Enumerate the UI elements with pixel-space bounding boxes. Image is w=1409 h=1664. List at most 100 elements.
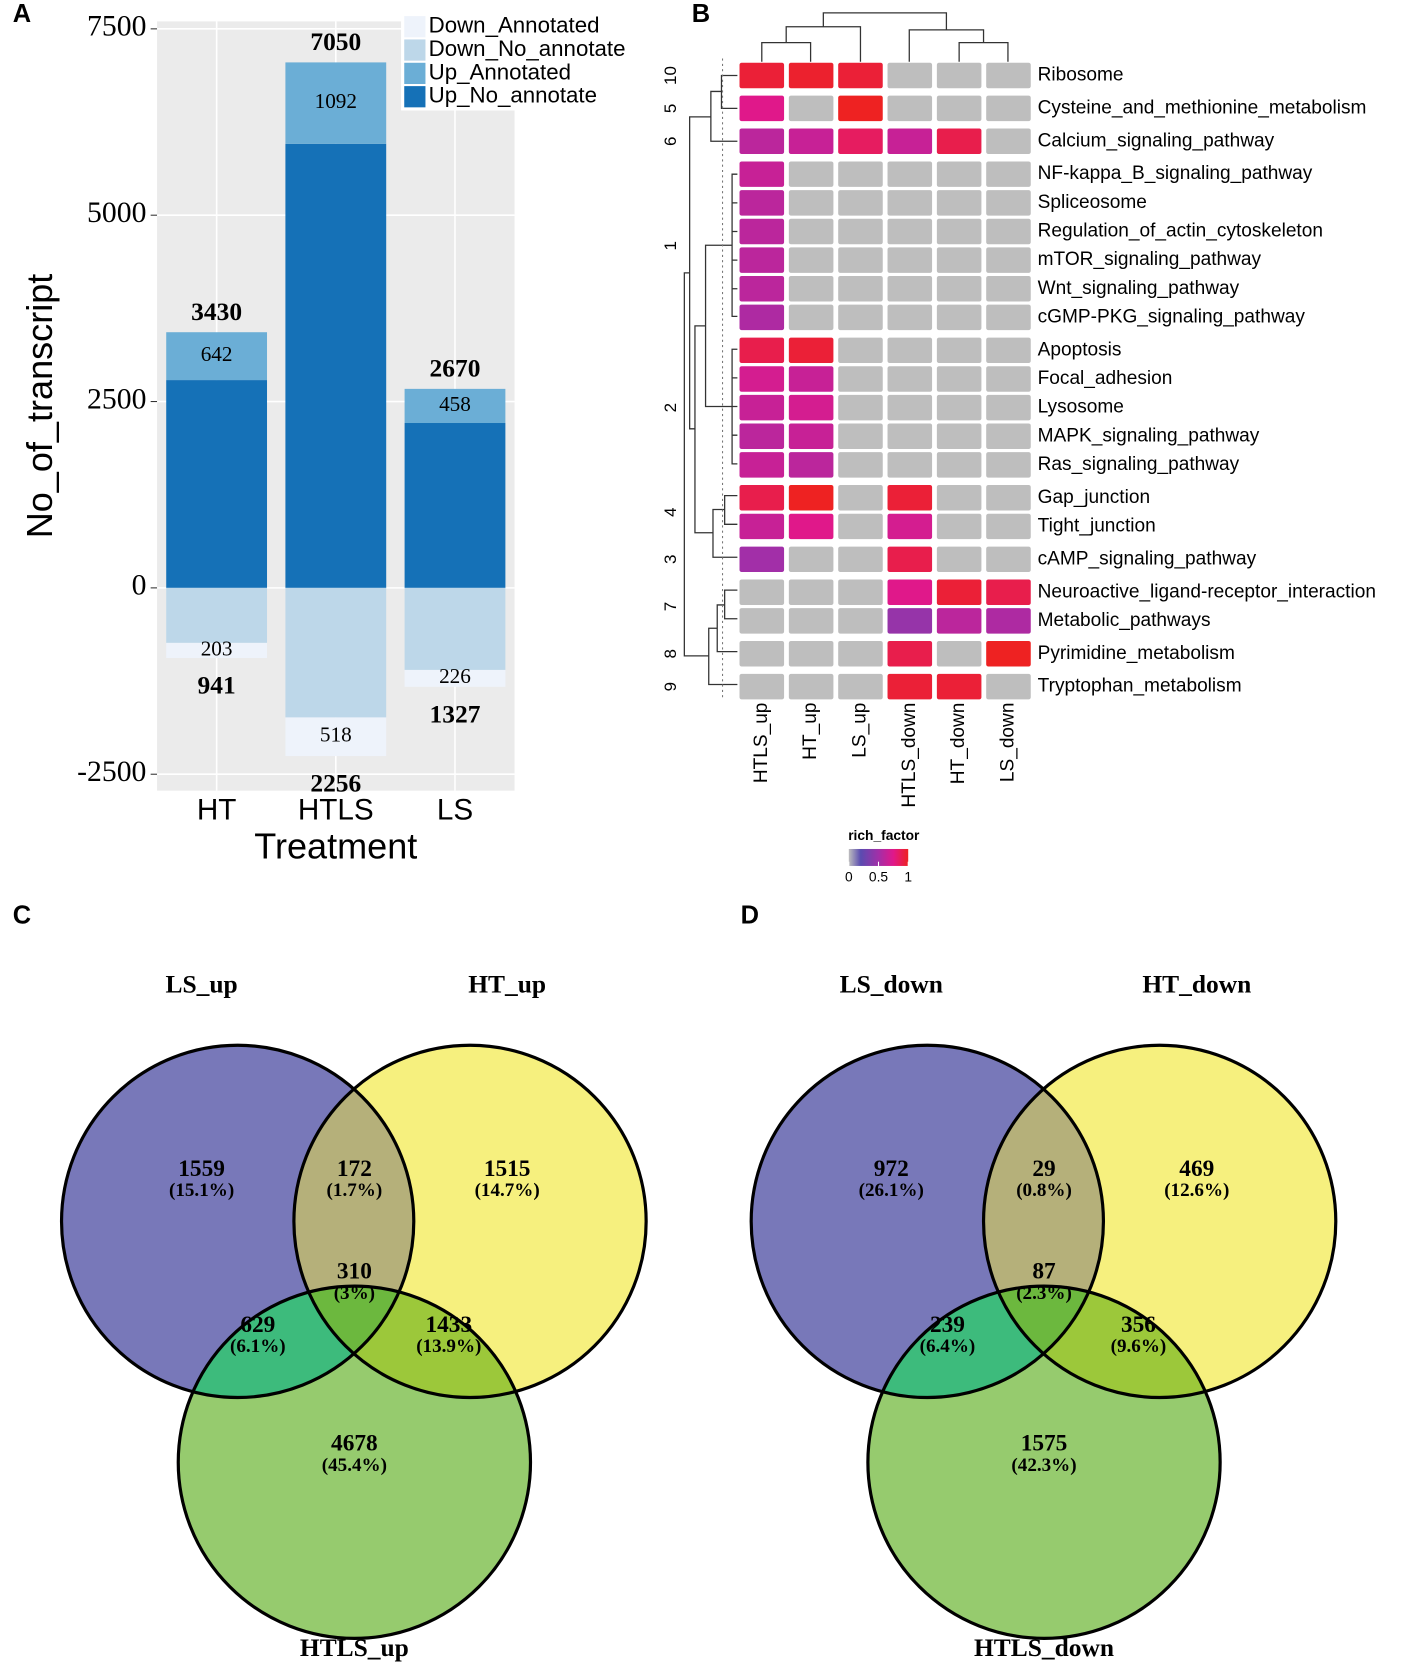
- heatmap-cell: [739, 218, 785, 245]
- colorbar-title: rich_factor: [848, 828, 920, 843]
- heatmap-cell: [739, 62, 785, 89]
- set-label: LS_up: [166, 970, 238, 999]
- heatmap-cell: [788, 337, 834, 364]
- heatmap-cell: [986, 673, 1031, 700]
- legend-label: Down_No_annotate: [429, 36, 626, 61]
- heatmap-cell: [739, 608, 785, 634]
- legend-label: Up_No_annotate: [429, 83, 597, 108]
- heatmap-cell: [788, 452, 834, 478]
- total-label: 2256: [310, 769, 361, 798]
- panel-label: A: [13, 0, 31, 28]
- heatmap-cell: [739, 394, 785, 421]
- heatmap-cell: [936, 673, 982, 700]
- colorbar-tick-label: 1: [904, 869, 912, 884]
- row-label: MAPK_signaling_pathway: [1038, 425, 1260, 446]
- heatmap-cell: [838, 641, 883, 667]
- heatmap-cell: [838, 276, 883, 302]
- heatmap-cell: [887, 641, 933, 667]
- row-group-label: 5: [661, 104, 680, 113]
- row-label: Focal_adhesion: [1038, 368, 1173, 389]
- colorbar-tick-label: 0: [845, 869, 853, 884]
- bar-segment: [166, 587, 268, 643]
- heatmap-cell: [887, 337, 933, 364]
- set-outline: [749, 1043, 1106, 1400]
- y-tick-label: 2500: [87, 383, 146, 415]
- heatmap-cell: [788, 218, 834, 245]
- heatmap-cell: [936, 304, 982, 331]
- row-label: Tryptophan_metabolism: [1038, 676, 1242, 697]
- heatmap-cell: [887, 579, 933, 605]
- heatmap-cell: [936, 641, 982, 667]
- segment-label: 458: [439, 392, 471, 416]
- set-outline: [176, 1284, 533, 1640]
- legend-swatch: [404, 86, 426, 108]
- heatmap-cell: [887, 190, 933, 216]
- region-percent: (3%): [334, 1283, 375, 1304]
- heatmap-cell: [838, 128, 883, 155]
- heatmap-cell: [788, 366, 834, 392]
- heatmap-cell: [986, 247, 1031, 273]
- heatmap-cell: [936, 62, 982, 89]
- row-label: Ribosome: [1038, 65, 1124, 86]
- row-label: Ras_signaling_pathway: [1038, 454, 1240, 475]
- heatmap-cell: [838, 161, 883, 187]
- heatmap-cell: [986, 513, 1031, 540]
- heatmap-cell: [936, 546, 982, 573]
- heatmap-cell: [838, 673, 883, 700]
- heatmap-cell: [838, 366, 883, 392]
- heatmap-cell: [936, 423, 982, 449]
- heatmap-cell: [739, 485, 785, 511]
- region-count: 29: [1032, 1156, 1055, 1182]
- bar-segment: [285, 62, 387, 144]
- heatmap-cell: [936, 128, 982, 155]
- region-percent: (14.7%): [475, 1180, 540, 1201]
- heatmap-cell: [788, 190, 834, 216]
- column-label: HTLS_up: [751, 703, 772, 784]
- row-label: Gap_junction: [1038, 487, 1150, 508]
- heatmap-cell: [838, 579, 883, 605]
- heatmap-cell: [887, 452, 933, 478]
- heatmap-cell: [986, 641, 1031, 667]
- region-count: 172: [337, 1156, 372, 1182]
- region-percent: (42.3%): [1011, 1455, 1076, 1476]
- heatmap-cell: [887, 366, 933, 392]
- segment-label: 203: [201, 636, 233, 660]
- region-count: 1559: [178, 1156, 225, 1182]
- row-label: Pyrimidine_metabolism: [1038, 643, 1235, 664]
- heatmap-cell: [788, 673, 834, 700]
- panel-label: C: [13, 902, 31, 930]
- region-percent: (6.1%): [230, 1336, 286, 1357]
- heatmap-cell: [887, 423, 933, 449]
- heatmap-cell: [788, 304, 834, 331]
- heatmap-cell: [788, 641, 834, 667]
- heatmap-cell: [887, 673, 933, 700]
- heatmap-cell: [838, 546, 883, 573]
- heatmap-cell: [936, 276, 982, 302]
- heatmap-cell: [788, 95, 834, 122]
- heatmap-cell: [838, 485, 883, 511]
- set-label: HT_down: [1142, 970, 1251, 999]
- row-label: Neuroactive_ligand-receptor_interaction: [1038, 581, 1376, 602]
- row-group-label: 4: [661, 507, 680, 516]
- heatmap-cell: [788, 276, 834, 302]
- heatmap-cell: [936, 513, 982, 540]
- row-label: Spliceosome: [1038, 192, 1147, 213]
- legend-background: [401, 12, 648, 111]
- heatmap-cell: [739, 128, 785, 155]
- colorbar: [848, 848, 909, 866]
- region-count: 1433: [425, 1312, 472, 1338]
- column-dendrogram: [761, 12, 1009, 62]
- heatmap-cell: [936, 218, 982, 245]
- total-label: 941: [198, 671, 236, 700]
- region-count: 239: [930, 1312, 965, 1338]
- region-count: 356: [1121, 1312, 1156, 1338]
- total-label: 2670: [430, 354, 481, 383]
- heatmap-cell: [739, 513, 785, 540]
- heatmap-cell: [739, 452, 785, 478]
- heatmap-cell: [887, 608, 933, 634]
- y-tick-label: 7500: [87, 11, 146, 43]
- set-outline: [866, 1284, 1222, 1640]
- bar-segment: [166, 642, 268, 659]
- heatmap-cell: [838, 247, 883, 273]
